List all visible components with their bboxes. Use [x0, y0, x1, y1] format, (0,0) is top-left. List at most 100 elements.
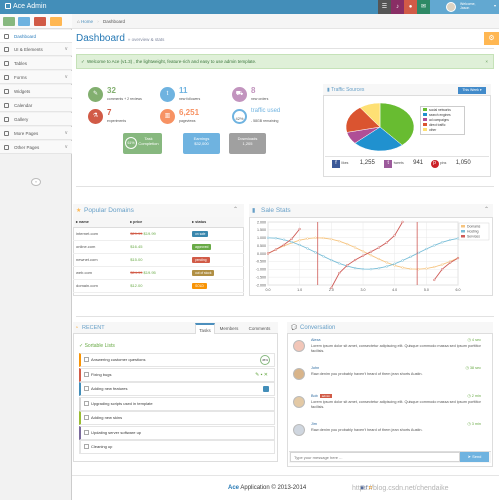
- data-point[interactable]: [448, 261, 452, 264]
- data-point[interactable]: [377, 246, 380, 249]
- data-point[interactable]: [353, 266, 357, 270]
- pie-slice-direct-traffic[interactable]: [345, 107, 381, 133]
- data-point[interactable]: [338, 271, 341, 275]
- data-point[interactable]: [266, 236, 270, 239]
- author-name[interactable]: Jim: [311, 422, 317, 426]
- task-item[interactable]: Adding new skins: [79, 411, 275, 425]
- data-point[interactable]: [456, 256, 460, 260]
- data-point[interactable]: [441, 263, 444, 266]
- task-checkbox[interactable]: [84, 429, 89, 435]
- shortcut-cogs-icon[interactable]: [50, 17, 62, 26]
- user-menu[interactable]: Welcome, Jason ▾: [442, 0, 499, 14]
- tasks-icon[interactable]: ☰: [378, 0, 391, 14]
- data-point[interactable]: [385, 241, 388, 244]
- data-point[interactable]: [353, 246, 357, 249]
- message-input[interactable]: [290, 452, 460, 462]
- data-point[interactable]: [433, 244, 436, 247]
- domain-name[interactable]: internet.com: [73, 227, 128, 241]
- collapse-chevron-icon[interactable]: ⌃: [233, 207, 239, 213]
- col-name[interactable]: ▸ name: [73, 217, 128, 228]
- settings-button[interactable]: [263, 386, 269, 392]
- task-item[interactable]: Fixing bugs ✎ ▪ ✕: [79, 367, 275, 382]
- domain-name[interactable]: newnet.com: [73, 253, 128, 267]
- data-point[interactable]: [369, 268, 373, 271]
- data-point[interactable]: [433, 278, 436, 282]
- domain-name[interactable]: online.com: [73, 240, 128, 254]
- data-point[interactable]: [346, 264, 349, 267]
- data-point[interactable]: [298, 243, 301, 247]
- data-point[interactable]: [290, 237, 293, 240]
- task-item[interactable]: Adding new features: [79, 382, 275, 396]
- data-point[interactable]: [361, 267, 365, 271]
- sidebar-item-calendar[interactable]: Calendar: [0, 99, 72, 112]
- task-checkbox[interactable]: [84, 371, 89, 377]
- data-point[interactable]: [298, 227, 301, 231]
- collapse-chevron-icon-2[interactable]: ⌃: [484, 207, 490, 213]
- task-item[interactable]: Upgrading scripts used in template: [79, 396, 275, 411]
- week-dropdown[interactable]: This Week ▾: [458, 87, 486, 94]
- data-point[interactable]: [306, 237, 309, 240]
- data-point[interactable]: [433, 265, 436, 269]
- data-point[interactable]: [425, 247, 428, 251]
- close-icon[interactable]: ×: [485, 59, 488, 64]
- sidebar-item-widgets[interactable]: Widgets: [0, 85, 72, 98]
- data-point[interactable]: [385, 265, 388, 268]
- author-name[interactable]: Bob: [311, 394, 318, 398]
- data-point[interactable]: [330, 238, 333, 241]
- data-point[interactable]: [266, 252, 270, 255]
- data-point[interactable]: [448, 238, 452, 242]
- data-point[interactable]: [417, 268, 420, 271]
- data-point[interactable]: [274, 248, 278, 251]
- brand[interactable]: Ace Admin: [5, 3, 46, 10]
- tab-comments[interactable]: Comments: [248, 326, 271, 331]
- data-point[interactable]: [314, 236, 317, 239]
- task-item[interactable]: Answering customer questions 45%: [79, 353, 275, 367]
- sidebar-item-forms[interactable]: Forms ∨: [0, 71, 72, 84]
- send-button[interactable]: ➤ Send: [460, 452, 489, 462]
- data-point[interactable]: [401, 220, 404, 224]
- twitter-square-icon[interactable]: ▣: [360, 485, 365, 491]
- data-point[interactable]: [409, 267, 412, 271]
- task-checkbox[interactable]: [84, 386, 89, 391]
- data-point[interactable]: [369, 254, 373, 257]
- task-item[interactable]: Cleaning up: [79, 440, 275, 454]
- data-point[interactable]: [456, 237, 460, 240]
- data-point[interactable]: [361, 250, 365, 253]
- sidebar-item-dashboard[interactable]: Dashboard: [0, 30, 72, 43]
- data-point[interactable]: [338, 262, 341, 265]
- task-checkbox[interactable]: [84, 444, 89, 449]
- tile-task[interactable]: 61% Task Completion: [123, 133, 162, 154]
- data-point[interactable]: [330, 258, 333, 262]
- data-point[interactable]: [377, 257, 380, 261]
- data-point[interactable]: [393, 262, 396, 265]
- data-point[interactable]: [425, 267, 428, 270]
- rss-square-icon[interactable]: ◘: [368, 485, 372, 491]
- data-point[interactable]: [401, 266, 404, 269]
- data-point[interactable]: [338, 240, 341, 243]
- tile-downloads[interactable]: Downloads 1,205: [229, 133, 266, 154]
- shortcut-pencil-icon[interactable]: [18, 17, 30, 26]
- data-point[interactable]: [441, 241, 444, 244]
- domain-name[interactable]: web.com: [73, 266, 128, 280]
- data-point[interactable]: [393, 234, 396, 237]
- data-point[interactable]: [322, 255, 325, 258]
- data-point[interactable]: [401, 259, 404, 262]
- bell-icon-2[interactable]: ●: [404, 0, 417, 14]
- shortcut-chart-icon[interactable]: [3, 17, 15, 26]
- data-point[interactable]: [369, 250, 373, 253]
- shortcut-users-icon[interactable]: [34, 17, 46, 26]
- data-point[interactable]: [330, 286, 333, 290]
- data-point[interactable]: [346, 242, 349, 246]
- edit-icons[interactable]: ✎ ▪ ✕: [255, 371, 268, 378]
- tab-tasks[interactable]: Tasks: [195, 323, 215, 334]
- task-item[interactable]: Updating server software up: [79, 425, 275, 440]
- settings-gear-icon[interactable]: ⚙: [484, 32, 499, 45]
- data-point[interactable]: [385, 261, 388, 264]
- data-point[interactable]: [361, 254, 365, 257]
- breadcrumb-home[interactable]: Home: [80, 19, 93, 24]
- sidebar-item-other-pages[interactable]: Other Pages ∨: [0, 141, 72, 154]
- author-name[interactable]: Alexa: [311, 338, 321, 342]
- sidebar-item-gallery[interactable]: Gallery: [0, 113, 72, 126]
- task-checkbox[interactable]: [84, 400, 89, 406]
- sidebar-item-ui-elements[interactable]: UI & Elements ∨: [0, 43, 72, 56]
